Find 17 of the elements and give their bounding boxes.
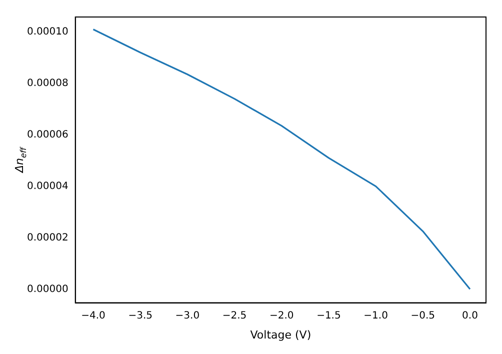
x-tick-label: −0.5 — [410, 310, 436, 322]
x-tick-label: −2.0 — [269, 310, 294, 322]
x-tick-label: 0.0 — [462, 310, 478, 322]
x-tick-label: −4.0 — [81, 310, 106, 322]
y-tick-label: 0.00008 — [26, 78, 68, 89]
x-tick-label: −1.0 — [364, 310, 388, 322]
x-tick-label: −1.5 — [316, 310, 341, 322]
x-tick-label: −2.5 — [222, 310, 247, 322]
y-tick-label: 0.00004 — [26, 180, 68, 192]
y-tick-label: 0.00010 — [26, 26, 68, 38]
y-tick-label: 0.00002 — [26, 232, 68, 244]
y-tick-label: 0.00000 — [26, 284, 68, 295]
x-tick-label: −3.5 — [128, 310, 152, 322]
y-axis-title: Δneff — [12, 146, 28, 174]
x-axis-title: Voltage (V) — [250, 328, 312, 342]
y-tick-label: 0.00006 — [26, 129, 68, 140]
x-tick-label: −3.0 — [175, 310, 200, 322]
